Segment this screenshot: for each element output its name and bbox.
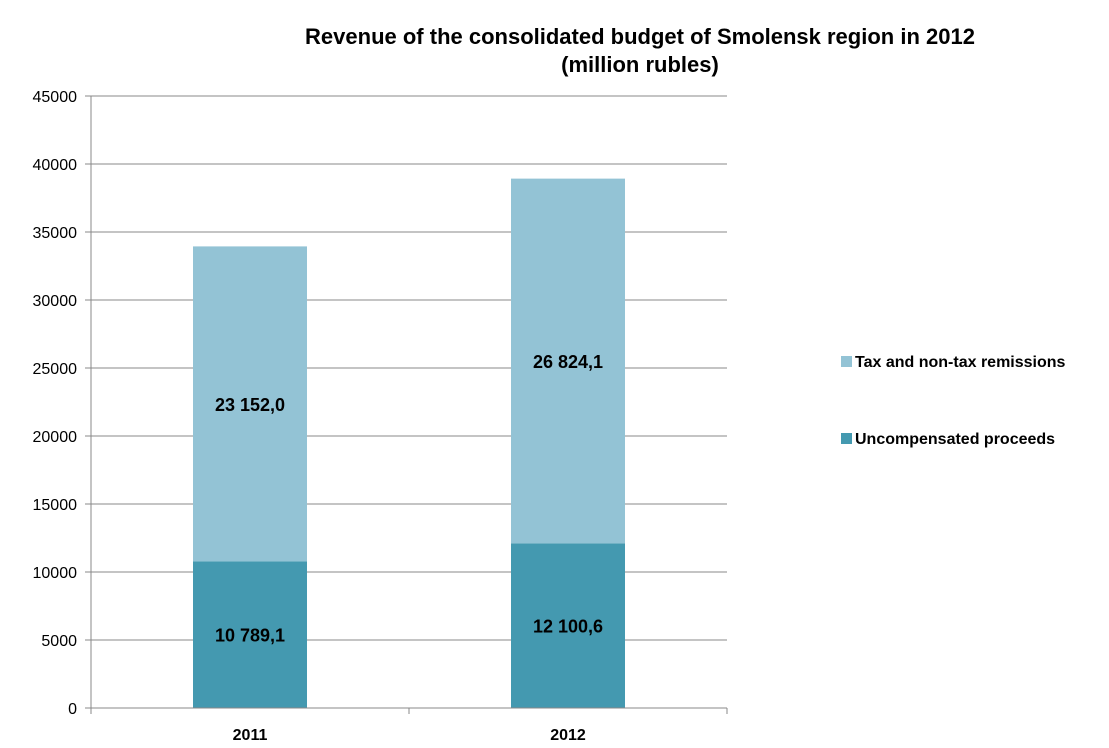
y-tick-label: 20000 <box>33 429 78 446</box>
bar-segment <box>511 543 625 708</box>
x-category-label: 2011 <box>233 727 268 743</box>
chart-title-line-2: (million rubles) <box>561 52 719 77</box>
data-label: 23 152,0 <box>215 395 285 415</box>
bar-segment <box>193 561 307 708</box>
legend-label: Uncompensated proceeds <box>855 431 1055 448</box>
data-label: 12 100,6 <box>533 617 603 637</box>
y-tick-label: 30000 <box>33 293 78 310</box>
y-tick-label: 0 <box>68 701 77 718</box>
y-tick-label: 40000 <box>33 157 78 174</box>
data-label: 26 824,1 <box>533 352 603 372</box>
legend-swatch <box>841 356 852 367</box>
axes: 0 5000 10000 15000 20000 25000 30000 35000 40000… <box>33 89 728 744</box>
bar-segment <box>511 178 625 544</box>
legend-swatch <box>841 433 852 444</box>
y-tick-label: 15000 <box>33 497 78 514</box>
bar-segment <box>193 246 307 562</box>
y-tick-label: 25000 <box>33 361 78 378</box>
legend: Tax and non-tax remissions Uncompensated … <box>841 354 1066 448</box>
y-tick-label: 35000 <box>33 225 78 242</box>
legend-label: Tax and non-tax remissions <box>855 354 1066 371</box>
x-category-label: 2012 <box>550 727 586 743</box>
y-tick-label: 45000 <box>33 89 78 106</box>
data-labels: 10 789,1 23 152,0 12 100,6 26 824,1 <box>215 352 603 646</box>
gridlines <box>85 95 727 709</box>
y-tick-label: 5000 <box>41 633 77 650</box>
y-tick-label: 10000 <box>33 565 78 582</box>
bars <box>193 178 625 708</box>
chart-title-line-1: Revenue of the consolidated budget of Sm… <box>305 24 975 49</box>
data-label: 10 789,1 <box>215 626 285 646</box>
